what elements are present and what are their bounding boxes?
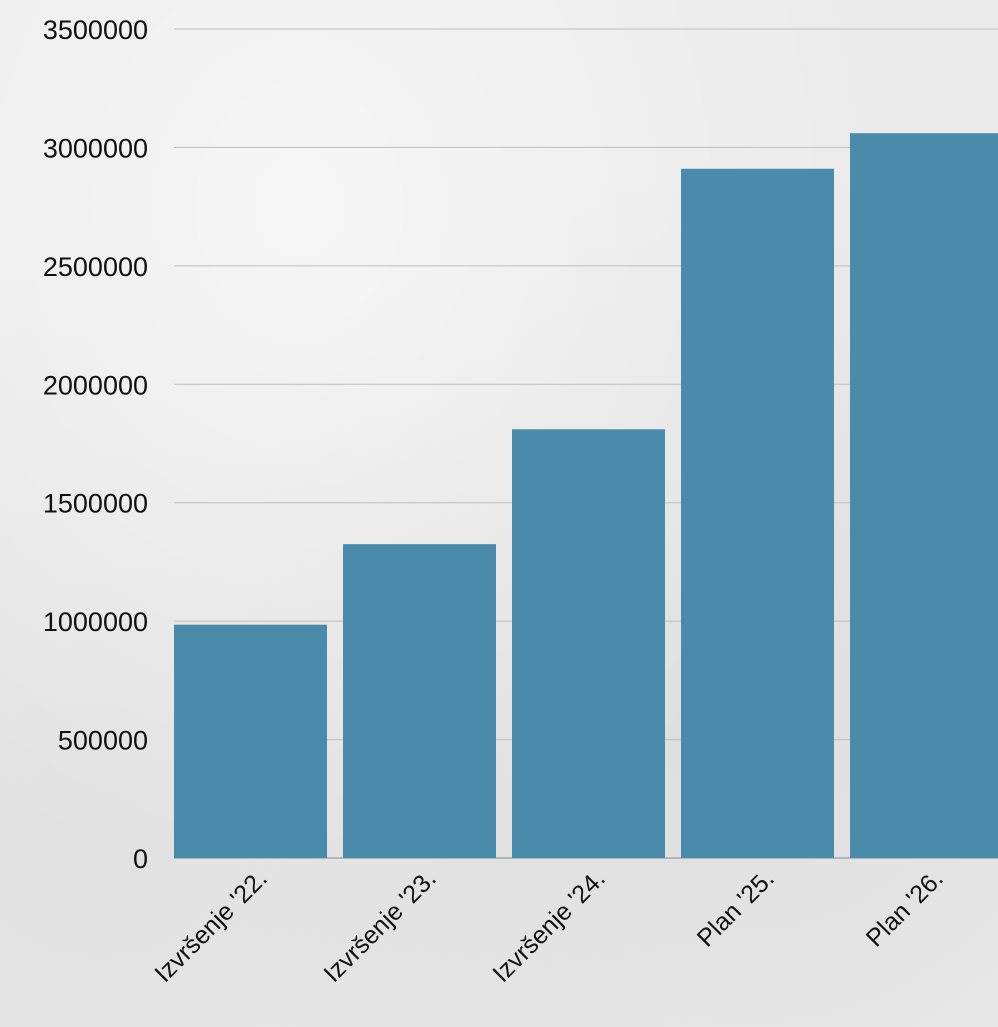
bar [512, 429, 665, 858]
y-tick-label: 2000000 [43, 370, 148, 400]
x-category-label: Plan '25. [692, 864, 780, 952]
x-category-label: Plan '26. [861, 864, 949, 952]
x-category-label: Izvršenje '23. [318, 864, 441, 987]
bars-layer [174, 133, 998, 858]
bar [174, 624, 327, 858]
bar [343, 544, 496, 858]
y-tick-label: 1500000 [43, 489, 148, 519]
y-axis-ticks: 0 500000 1000000 1500000 2000000 2500000 30000… [43, 15, 148, 874]
y-tick-label: 500000 [58, 726, 148, 756]
x-category-label: Izvršenje '24. [487, 864, 610, 987]
y-tick-label: 1000000 [43, 607, 148, 637]
y-tick-label: 0 [133, 844, 148, 874]
y-tick-label: 3500000 [43, 15, 148, 45]
bar [681, 168, 834, 858]
x-axis-labels: Izvršenje '22. Izvršenje '23. Izvršenje '2… [149, 864, 948, 987]
bar [850, 133, 998, 858]
y-tick-label: 2500000 [43, 252, 148, 282]
x-category-label: Izvršenje '22. [149, 864, 272, 987]
y-tick-label: 3000000 [43, 133, 148, 163]
